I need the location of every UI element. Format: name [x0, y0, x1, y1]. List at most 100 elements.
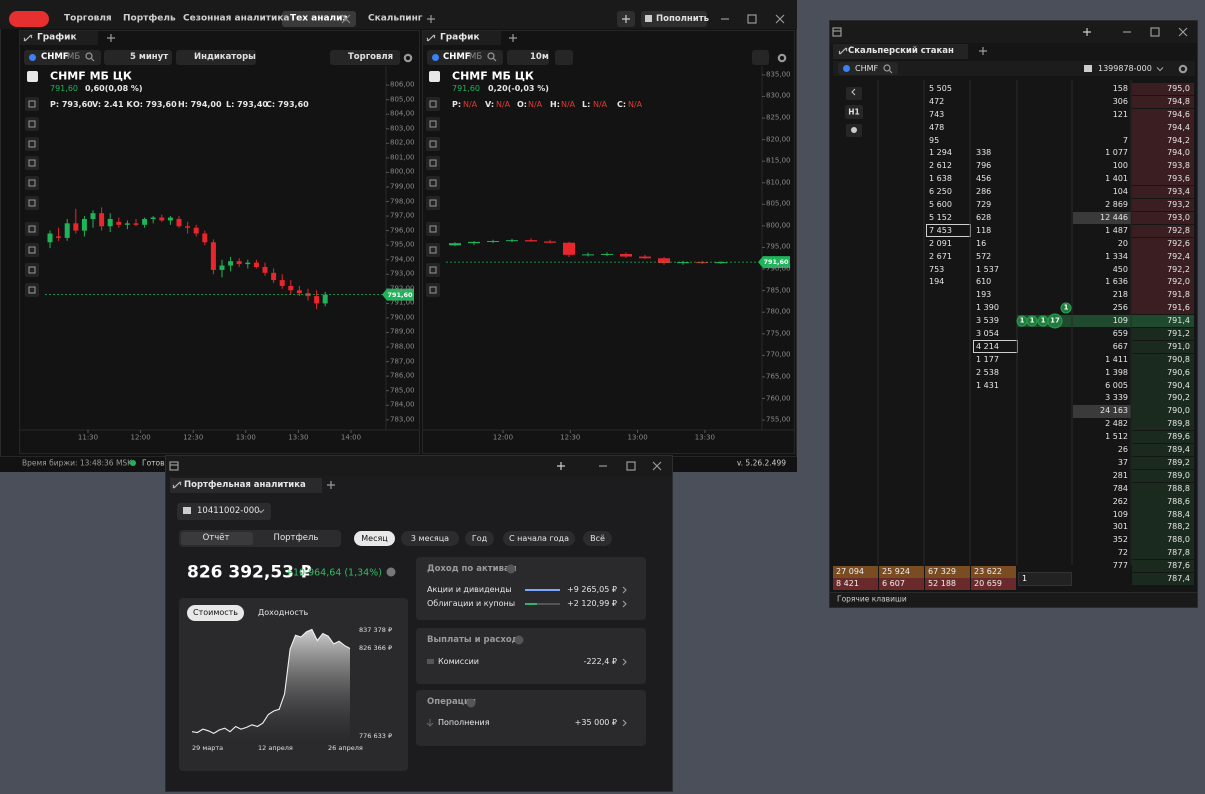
- period-label[interactable]: Всё: [590, 533, 605, 543]
- account[interactable]: 10411002-000: [197, 505, 260, 516]
- y-tick-label: 791,00: [390, 298, 415, 307]
- tool-button: [426, 196, 440, 210]
- period-pill[interactable]: [401, 531, 459, 546]
- row-value[interactable]: +2 120,99 ₽: [567, 599, 617, 608]
- candle-body: [107, 218, 113, 227]
- plus-icon: [1083, 28, 1091, 36]
- ticker-chip[interactable]: [838, 62, 898, 75]
- tool-button: [25, 263, 39, 277]
- row-label[interactable]: Облигации и купоны: [427, 599, 516, 608]
- row-value[interactable]: +35 000 ₽: [574, 718, 617, 727]
- row-value[interactable]: -222,4 ₽: [583, 657, 617, 666]
- last-price-tag: [758, 256, 790, 269]
- mode-option[interactable]: Доходность: [258, 608, 309, 617]
- y-tick-label: 789,00: [390, 327, 415, 336]
- price: 793,2: [1167, 200, 1190, 210]
- timeframe[interactable]: H1: [848, 107, 860, 117]
- price: 792,8: [1167, 225, 1190, 235]
- volume: 784: [1112, 483, 1128, 493]
- volume: 2 482: [1105, 419, 1128, 429]
- y-tick-label: 783,00: [390, 415, 415, 424]
- row-label[interactable]: Акции и дивиденды: [427, 585, 512, 594]
- interval-chip[interactable]: [104, 50, 172, 65]
- ohlc-na: N/A: [496, 100, 511, 109]
- tool-glyph: [429, 199, 437, 207]
- ticker-chip[interactable]: [24, 50, 101, 65]
- ticker-chip[interactable]: [427, 50, 503, 65]
- y-tick-label: 792,00: [390, 284, 415, 293]
- candle-body: [142, 218, 148, 225]
- period-label[interactable]: Год: [471, 533, 488, 543]
- ticker: CHMF: [41, 51, 69, 62]
- deposit-button[interactable]: [641, 11, 707, 27]
- mode-pill[interactable]: [187, 605, 244, 621]
- tool-glyph: [429, 100, 437, 108]
- chart-x-label: 29 марта: [192, 743, 224, 752]
- summary-card: [416, 690, 646, 746]
- drawing-chip[interactable]: [555, 50, 573, 65]
- total-cell: [971, 566, 1016, 578]
- row-label[interactable]: Комиссии: [438, 657, 480, 666]
- settings-icon: [403, 53, 413, 63]
- active-tab[interactable]: [282, 11, 356, 27]
- settings-icon: [777, 53, 787, 63]
- tab[interactable]: Портфель: [123, 13, 176, 24]
- period-pill[interactable]: [465, 531, 494, 546]
- indicators-chip[interactable]: [176, 50, 256, 65]
- period-label[interactable]: С начала года: [509, 533, 569, 543]
- period-label[interactable]: 3 месяца: [410, 533, 450, 543]
- price: 788,6: [1167, 496, 1190, 506]
- tab[interactable]: Тех анализ: [290, 13, 348, 24]
- mode-option[interactable]: Стоимость: [192, 608, 239, 617]
- trade-chip[interactable]: [330, 50, 400, 65]
- candle-body: [236, 261, 242, 265]
- app-logo[interactable]: [9, 11, 49, 27]
- row-value[interactable]: +9 265,05 ₽: [567, 585, 617, 594]
- price-cell: [1132, 160, 1194, 173]
- tool-glyph: [28, 246, 36, 254]
- tool-button: [426, 97, 440, 111]
- period-label[interactable]: Месяц: [361, 533, 388, 543]
- period-pill[interactable]: [583, 531, 612, 546]
- connection-state: Готов к: [142, 458, 172, 468]
- interval-chip[interactable]: [507, 50, 549, 65]
- view-active[interactable]: [181, 532, 253, 545]
- hotkeys[interactable]: Горячие клавиши: [837, 594, 907, 604]
- tool-glyph: [28, 199, 36, 207]
- period-pill[interactable]: [503, 531, 575, 546]
- timeframe-button[interactable]: [845, 105, 863, 119]
- tool-glyph: [429, 179, 437, 187]
- link-icon: [426, 34, 436, 42]
- ticker-flag: [843, 65, 850, 72]
- tool-glyph: [429, 286, 437, 294]
- y-tick-label: 760,00: [766, 394, 791, 402]
- instrument-icon: [27, 71, 38, 82]
- price: 794,4: [1167, 122, 1190, 132]
- candle-body: [296, 290, 302, 294]
- row-label[interactable]: Пополнения: [438, 718, 490, 727]
- price: 792,6: [1167, 238, 1190, 248]
- tab[interactable]: Торговля: [64, 13, 112, 24]
- view-option[interactable]: Отчёт: [202, 532, 230, 543]
- view-option[interactable]: Портфель: [273, 532, 319, 543]
- cluster-volume: 2 091: [929, 238, 952, 248]
- trade-count: 1: [1063, 303, 1069, 312]
- y-tick-label: 780,00: [766, 307, 791, 316]
- tab[interactable]: Сезонная аналитика: [183, 13, 290, 24]
- trade-chip[interactable]: [752, 50, 769, 65]
- tab[interactable]: Скальпинг: [368, 13, 423, 24]
- candle-body: [525, 240, 537, 242]
- quantity-input[interactable]: [1018, 572, 1072, 586]
- price: 787,6: [1167, 561, 1190, 571]
- chart-label: 776 633 ₽: [359, 731, 393, 740]
- info-icon: [466, 698, 476, 708]
- tool-glyph: [429, 246, 437, 254]
- period-pill[interactable]: [354, 531, 395, 546]
- deposit-label[interactable]: Пополнить: [656, 13, 710, 24]
- search-icon-handle: [889, 70, 893, 74]
- account-select[interactable]: [177, 503, 271, 520]
- price: 788,4: [1167, 509, 1190, 519]
- y-tick-label: 830,00: [766, 91, 791, 100]
- quantity[interactable]: 1: [1022, 574, 1028, 583]
- tool-button: [25, 137, 39, 151]
